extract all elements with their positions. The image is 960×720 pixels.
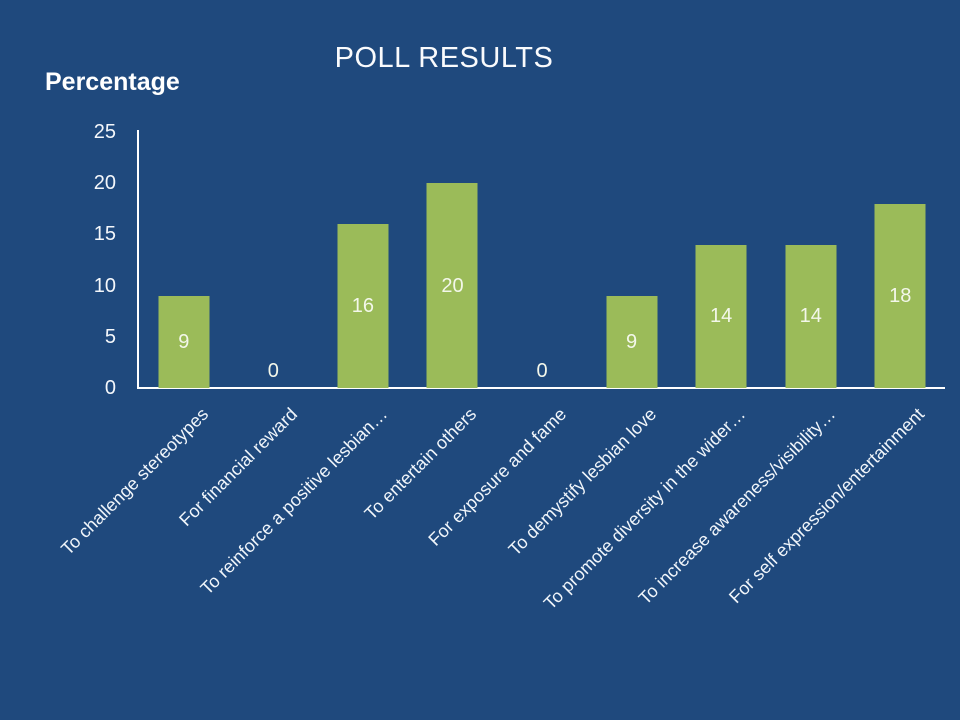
bar-slot: 14 bbox=[676, 132, 766, 388]
x-axis-line bbox=[137, 387, 945, 389]
bar-value-label: 14 bbox=[710, 305, 733, 328]
bar: 14 bbox=[695, 244, 747, 388]
bar-slot: 9 bbox=[587, 132, 677, 388]
y-tick-label-25: 25 bbox=[93, 121, 116, 143]
y-tick-label-10: 10 bbox=[93, 274, 116, 297]
bar-value-label: 20 bbox=[441, 274, 464, 297]
bar: 14 bbox=[785, 244, 837, 388]
bar-value-label: 18 bbox=[889, 284, 912, 307]
bar-slot: 0 bbox=[229, 132, 319, 388]
bar-slot: 18 bbox=[856, 132, 946, 388]
y-axis-line bbox=[137, 130, 139, 388]
bar-value-label: 0 bbox=[536, 360, 548, 382]
y-tick-label-15: 15 bbox=[93, 223, 116, 246]
bar-slot: 20 bbox=[408, 132, 498, 388]
y-axis-title: Percentage bbox=[45, 68, 180, 96]
bar-slot: 14 bbox=[766, 132, 856, 388]
y-tick-label-5: 5 bbox=[104, 325, 116, 348]
bar-value-label: 0 bbox=[267, 360, 279, 382]
bar-slot: 0 bbox=[497, 132, 587, 388]
bar: 9 bbox=[606, 295, 658, 388]
bar-value-label: 14 bbox=[799, 305, 822, 328]
bar-value-label: 16 bbox=[351, 295, 375, 318]
bar: 9 bbox=[158, 295, 210, 388]
bar: 20 bbox=[426, 183, 478, 388]
chart-title: POLL RESULTS bbox=[334, 42, 554, 74]
bar-slot: 16 bbox=[318, 132, 408, 388]
bar-value-label: 9 bbox=[178, 330, 190, 353]
bar-series: 9 0 16 20 0 9 14 14 18 bbox=[139, 132, 945, 388]
y-tick-label-20: 20 bbox=[93, 172, 116, 195]
x-axis-category-labels: To challenge stereotypes For financial re… bbox=[57, 388, 945, 698]
bar: 18 bbox=[874, 203, 926, 388]
bar: 16 bbox=[337, 224, 389, 388]
bar-value-label: 9 bbox=[626, 330, 638, 353]
y-tick-label-0: 0 bbox=[104, 377, 116, 399]
bar-slot: 9 bbox=[139, 132, 229, 388]
